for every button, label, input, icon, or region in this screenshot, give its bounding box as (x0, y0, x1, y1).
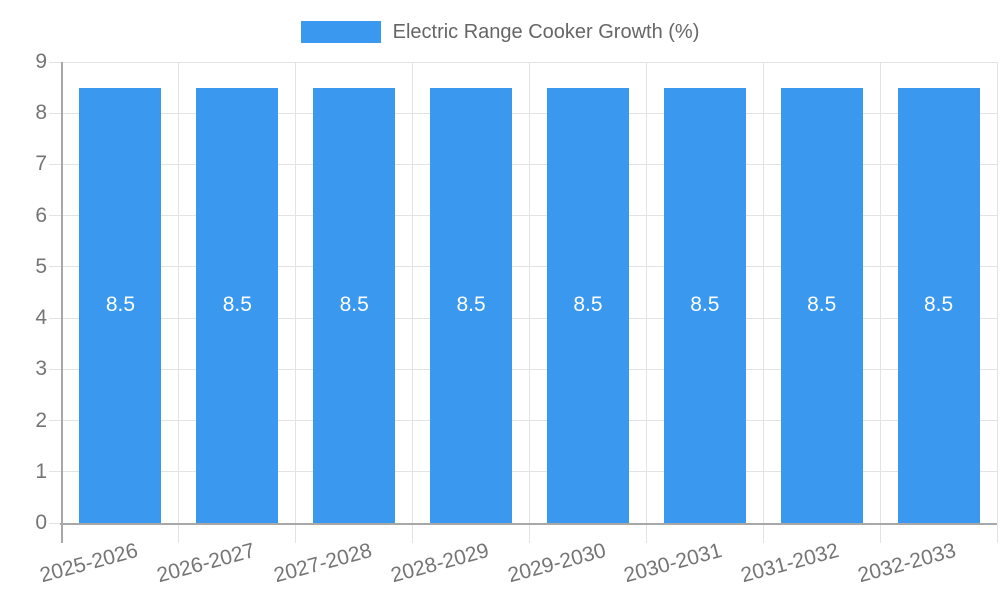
bar-value-label: 8.5 (105, 293, 136, 317)
y-tick-label: 2 (35, 408, 47, 432)
y-tick-mark (49, 471, 62, 473)
x-tick-mark (529, 523, 530, 543)
bar[interactable]: 8.5 (79, 87, 162, 523)
y-tick-mark (49, 163, 62, 165)
y-tick-label: 5 (35, 254, 47, 278)
x-tick-mark (645, 523, 647, 543)
y-tick-mark (49, 420, 62, 422)
x-axis-line (60, 523, 997, 525)
y-tick-label: 7 (35, 152, 47, 176)
y-tick-mark (49, 112, 62, 114)
bar-value-label: 8.5 (807, 293, 837, 317)
x-gridline (762, 62, 764, 523)
x-tick-mark (879, 523, 881, 543)
bar[interactable]: 8.5 (430, 87, 513, 523)
bar[interactable]: 8.5 (196, 87, 279, 523)
y-tick-mark (49, 61, 62, 63)
bar[interactable]: 8.5 (546, 87, 629, 523)
x-tick-mark (178, 523, 180, 543)
x-tick-mark (295, 523, 297, 543)
x-tick-label: 2030-2031 (621, 539, 725, 588)
x-gridline (412, 62, 414, 523)
y-tick-label: 1 (35, 459, 47, 483)
y-tick-mark (49, 215, 62, 217)
bar[interactable]: 8.5 (780, 87, 863, 523)
legend-swatch (300, 21, 381, 43)
x-gridline (295, 62, 297, 523)
x-tick-mark (412, 523, 414, 543)
y-tick-label: 3 (35, 357, 47, 381)
y-tick-label: 6 (35, 203, 47, 227)
x-gridline (996, 62, 998, 523)
y-tick-mark (49, 317, 62, 319)
x-tick-label: 2031-2032 (738, 539, 842, 588)
bar-value-label: 8.5 (690, 293, 720, 317)
x-tick-label: 2027-2028 (271, 539, 375, 588)
y-axis-line (61, 62, 63, 523)
x-gridline (529, 62, 530, 523)
x-tick-label: 2028-2029 (388, 539, 492, 588)
legend-label: Electric Range Cooker Growth (%) (392, 20, 700, 43)
legend[interactable]: Electric Range Cooker Growth (%) (0, 20, 1000, 44)
y-tick-label: 0 (35, 511, 47, 534)
bar-value-label: 8.5 (923, 293, 954, 317)
bar[interactable]: 8.5 (897, 87, 980, 523)
x-tick-label: 2029-2030 (504, 539, 608, 588)
x-gridline (645, 62, 647, 523)
y-tick-mark (49, 368, 62, 370)
y-tick-label: 4 (35, 306, 47, 330)
bar-value-label: 8.5 (222, 293, 252, 317)
x-tick-mark (762, 523, 764, 543)
x-tick-label: 2032-2033 (855, 539, 959, 588)
y-tick-label: 8 (35, 101, 47, 125)
x-tick-label: 2025-2026 (37, 539, 141, 588)
x-tick-mark (61, 523, 63, 543)
x-tick-mark (996, 523, 998, 543)
y-tick-label: 9 (35, 50, 47, 73)
y-tick-mark (49, 522, 62, 524)
x-gridline (178, 62, 180, 523)
bar-value-label: 8.5 (339, 293, 369, 317)
x-gridline (879, 62, 881, 523)
bar[interactable]: 8.5 (313, 87, 396, 523)
y-tick-mark (49, 266, 62, 268)
x-tick-label: 2026-2027 (154, 539, 258, 588)
bar[interactable]: 8.5 (663, 87, 746, 523)
bar-value-label: 8.5 (456, 293, 486, 317)
bar-value-label: 8.5 (573, 293, 603, 317)
